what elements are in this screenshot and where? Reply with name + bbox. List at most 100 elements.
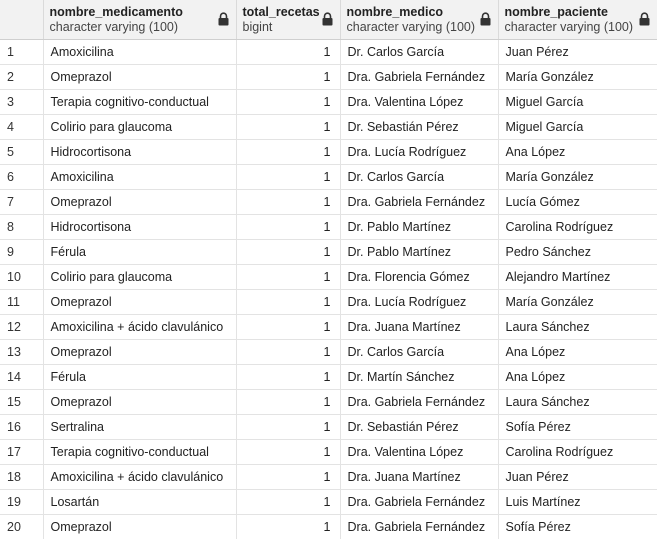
row-number[interactable]: 18	[0, 464, 44, 490]
cell-nombre-medicamento[interactable]: Colirio para glaucoma	[43, 264, 237, 290]
cell-total-recetas[interactable]: 1	[236, 239, 341, 265]
cell-nombre-medico[interactable]: Dr. Pablo Martínez	[340, 239, 499, 265]
cell-nombre-paciente[interactable]: Laura Sánchez	[498, 389, 657, 415]
table-row[interactable]: 20 Omeprazol 1 Dra. Gabriela Fernández Sofía…	[0, 514, 657, 539]
row-number[interactable]: 3	[0, 89, 44, 115]
cell-total-recetas[interactable]: 1	[236, 439, 341, 465]
cell-nombre-paciente[interactable]: Ana López	[498, 139, 657, 165]
cell-nombre-medicamento[interactable]: Omeprazol	[43, 189, 237, 215]
table-row[interactable]: 11 Omeprazol 1 Dra. Lucía Rodríguez María Go…	[0, 289, 657, 315]
cell-total-recetas[interactable]: 1	[236, 289, 341, 315]
row-number[interactable]: 17	[0, 439, 44, 465]
cell-total-recetas[interactable]: 1	[236, 489, 341, 515]
row-number[interactable]: 15	[0, 389, 44, 415]
row-number[interactable]: 4	[0, 114, 44, 140]
cell-nombre-medicamento[interactable]: Omeprazol	[43, 389, 237, 415]
table-row[interactable]: 2 Omeprazol 1 Dra. Gabriela Fernández María …	[0, 64, 657, 90]
cell-total-recetas[interactable]: 1	[236, 464, 341, 490]
cell-total-recetas[interactable]: 1	[236, 164, 341, 190]
cell-nombre-medico[interactable]: Dra. Juana Martínez	[340, 314, 499, 340]
cell-total-recetas[interactable]: 1	[236, 339, 341, 365]
cell-nombre-medico[interactable]: Dra. Lucía Rodríguez	[340, 289, 499, 315]
table-row[interactable]: 18 Amoxicilina + ácido clavulánico 1 Dra. J…	[0, 464, 657, 490]
cell-nombre-medico[interactable]: Dr. Pablo Martínez	[340, 214, 499, 240]
cell-nombre-medico[interactable]: Dra. Florencia Gómez	[340, 264, 499, 290]
table-row[interactable]: 6 Amoxicilina 1 Dr. Carlos García María Gonz…	[0, 164, 657, 190]
table-row[interactable]: 13 Omeprazol 1 Dr. Carlos García Ana López	[0, 339, 657, 365]
cell-nombre-paciente[interactable]: Pedro Sánchez	[498, 239, 657, 265]
table-row[interactable]: 7 Omeprazol 1 Dra. Gabriela Fernández Lucía …	[0, 189, 657, 215]
table-row[interactable]: 3 Terapia cognitivo-conductual 1 Dra. Valen…	[0, 89, 657, 115]
row-number[interactable]: 1	[0, 39, 44, 65]
cell-total-recetas[interactable]: 1	[236, 189, 341, 215]
cell-nombre-medico[interactable]: Dr. Carlos García	[340, 164, 499, 190]
cell-nombre-medico[interactable]: Dr. Martín Sánchez	[340, 364, 499, 390]
row-number[interactable]: 12	[0, 314, 44, 340]
column-header-nombre-medicamento[interactable]: nombre_medicamento character varying (10…	[43, 0, 237, 40]
row-number[interactable]: 9	[0, 239, 44, 265]
cell-total-recetas[interactable]: 1	[236, 264, 341, 290]
cell-nombre-paciente[interactable]: Luis Martínez	[498, 489, 657, 515]
cell-nombre-medicamento[interactable]: Terapia cognitivo-conductual	[43, 89, 237, 115]
cell-nombre-medicamento[interactable]: Amoxicilina + ácido clavulánico	[43, 464, 237, 490]
cell-nombre-paciente[interactable]: Carolina Rodríguez	[498, 439, 657, 465]
cell-total-recetas[interactable]: 1	[236, 414, 341, 440]
table-row[interactable]: 5 Hidrocortisona 1 Dra. Lucía Rodríguez Ana …	[0, 139, 657, 165]
cell-nombre-medico[interactable]: Dra. Juana Martínez	[340, 464, 499, 490]
cell-nombre-paciente[interactable]: Carolina Rodríguez	[498, 214, 657, 240]
cell-total-recetas[interactable]: 1	[236, 214, 341, 240]
cell-total-recetas[interactable]: 1	[236, 139, 341, 165]
row-number[interactable]: 14	[0, 364, 44, 390]
cell-nombre-paciente[interactable]: Laura Sánchez	[498, 314, 657, 340]
cell-nombre-medico[interactable]: Dr. Carlos García	[340, 39, 499, 65]
cell-nombre-medicamento[interactable]: Omeprazol	[43, 339, 237, 365]
cell-total-recetas[interactable]: 1	[236, 64, 341, 90]
row-number[interactable]: 20	[0, 514, 44, 539]
cell-total-recetas[interactable]: 1	[236, 514, 341, 539]
cell-nombre-medico[interactable]: Dra. Valentina López	[340, 89, 499, 115]
cell-nombre-paciente[interactable]: Alejandro Martínez	[498, 264, 657, 290]
cell-nombre-medico[interactable]: Dr. Sebastián Pérez	[340, 414, 499, 440]
row-number[interactable]: 11	[0, 289, 44, 315]
cell-nombre-paciente[interactable]: Juan Pérez	[498, 39, 657, 65]
cell-nombre-paciente[interactable]: María González	[498, 289, 657, 315]
cell-nombre-medicamento[interactable]: Amoxicilina + ácido clavulánico	[43, 314, 237, 340]
cell-total-recetas[interactable]: 1	[236, 364, 341, 390]
row-number-header[interactable]	[0, 0, 44, 40]
cell-nombre-paciente[interactable]: Lucía Gómez	[498, 189, 657, 215]
cell-nombre-paciente[interactable]: Ana López	[498, 339, 657, 365]
cell-total-recetas[interactable]: 1	[236, 114, 341, 140]
cell-nombre-medico[interactable]: Dra. Gabriela Fernández	[340, 389, 499, 415]
cell-nombre-medicamento[interactable]: Sertralina	[43, 414, 237, 440]
cell-nombre-medico[interactable]: Dra. Gabriela Fernández	[340, 189, 499, 215]
cell-nombre-medico[interactable]: Dra. Gabriela Fernández	[340, 514, 499, 539]
table-row[interactable]: 1 Amoxicilina 1 Dr. Carlos García Juan Pérez	[0, 39, 657, 65]
table-row[interactable]: 19 Losartán 1 Dra. Gabriela Fernández Luis M…	[0, 489, 657, 515]
cell-nombre-medicamento[interactable]: Terapia cognitivo-conductual	[43, 439, 237, 465]
cell-nombre-medico[interactable]: Dra. Lucía Rodríguez	[340, 139, 499, 165]
cell-nombre-medicamento[interactable]: Hidrocortisona	[43, 139, 237, 165]
cell-nombre-paciente[interactable]: Ana López	[498, 364, 657, 390]
table-row[interactable]: 17 Terapia cognitivo-conductual 1 Dra. Vale…	[0, 439, 657, 465]
table-row[interactable]: 8 Hidrocortisona 1 Dr. Pablo Martínez Caroli…	[0, 214, 657, 240]
row-number[interactable]: 10	[0, 264, 44, 290]
table-row[interactable]: 10 Colirio para glaucoma 1 Dra. Florencia G…	[0, 264, 657, 290]
table-row[interactable]: 16 Sertralina 1 Dr. Sebastián Pérez Sofía Pé…	[0, 414, 657, 440]
cell-nombre-medico[interactable]: Dra. Gabriela Fernández	[340, 489, 499, 515]
cell-total-recetas[interactable]: 1	[236, 39, 341, 65]
row-number[interactable]: 8	[0, 214, 44, 240]
table-row[interactable]: 12 Amoxicilina + ácido clavulánico 1 Dra. J…	[0, 314, 657, 340]
column-header-nombre-medico[interactable]: nombre_medico character varying (100)	[340, 0, 499, 40]
cell-nombre-medicamento[interactable]: Férula	[43, 364, 237, 390]
row-number[interactable]: 2	[0, 64, 44, 90]
cell-nombre-paciente[interactable]: Sofía Pérez	[498, 514, 657, 539]
cell-nombre-medicamento[interactable]: Amoxicilina	[43, 39, 237, 65]
cell-nombre-medicamento[interactable]: Colirio para glaucoma	[43, 114, 237, 140]
cell-nombre-medicamento[interactable]: Omeprazol	[43, 289, 237, 315]
cell-nombre-medicamento[interactable]: Omeprazol	[43, 64, 237, 90]
cell-nombre-medico[interactable]: Dr. Sebastián Pérez	[340, 114, 499, 140]
cell-total-recetas[interactable]: 1	[236, 314, 341, 340]
cell-nombre-medico[interactable]: Dra. Valentina López	[340, 439, 499, 465]
cell-nombre-medicamento[interactable]: Amoxicilina	[43, 164, 237, 190]
table-row[interactable]: 14 Férula 1 Dr. Martín Sánchez Ana López	[0, 364, 657, 390]
